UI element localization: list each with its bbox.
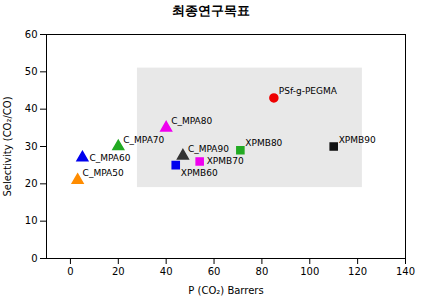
html-text:최종연구목표: 최종연구목표 (171, 3, 250, 18)
svg-text:100: 100 (300, 266, 319, 277)
svg-text:20: 20 (112, 266, 125, 277)
svg-text:C_MPA60: C_MPA60 (89, 153, 130, 163)
svg-text:20: 20 (25, 178, 38, 189)
svg-text:C_MPA70: C_MPA70 (123, 135, 164, 145)
svg-text:60: 60 (25, 29, 38, 40)
svg-text:0: 0 (31, 253, 37, 264)
svg-text:C_MPA80: C_MPA80 (171, 116, 212, 126)
svg-text:140: 140 (396, 266, 415, 277)
svg-text:C_MPA50: C_MPA50 (83, 168, 124, 178)
svg-text:80: 80 (256, 266, 269, 277)
svg-text:XPMB90: XPMB90 (339, 135, 376, 145)
svg-text:XPMB60: XPMB60 (181, 168, 218, 178)
svg-text:0: 0 (67, 266, 73, 277)
svg-text:120: 120 (348, 266, 367, 277)
svg-text:30: 30 (25, 141, 38, 152)
svg-text:Selectivity (CO₂/CO): Selectivity (CO₂/CO) (2, 96, 13, 196)
svg-text:50: 50 (25, 66, 38, 77)
svg-text:XPMB80: XPMB80 (245, 138, 282, 148)
svg-text:C_MPA90: C_MPA90 (188, 144, 229, 154)
svg-text:XPMB70: XPMB70 (207, 156, 244, 166)
svg-text:10: 10 (25, 215, 38, 226)
svg-text:40: 40 (160, 266, 173, 277)
svg-text:P (CO₂) Barrers: P (CO₂) Barrers (188, 285, 263, 296)
svg-text:PSf-g-PEGMA: PSf-g-PEGMA (279, 86, 338, 96)
svg-text:40: 40 (25, 103, 38, 114)
svg-text:60: 60 (208, 266, 221, 277)
